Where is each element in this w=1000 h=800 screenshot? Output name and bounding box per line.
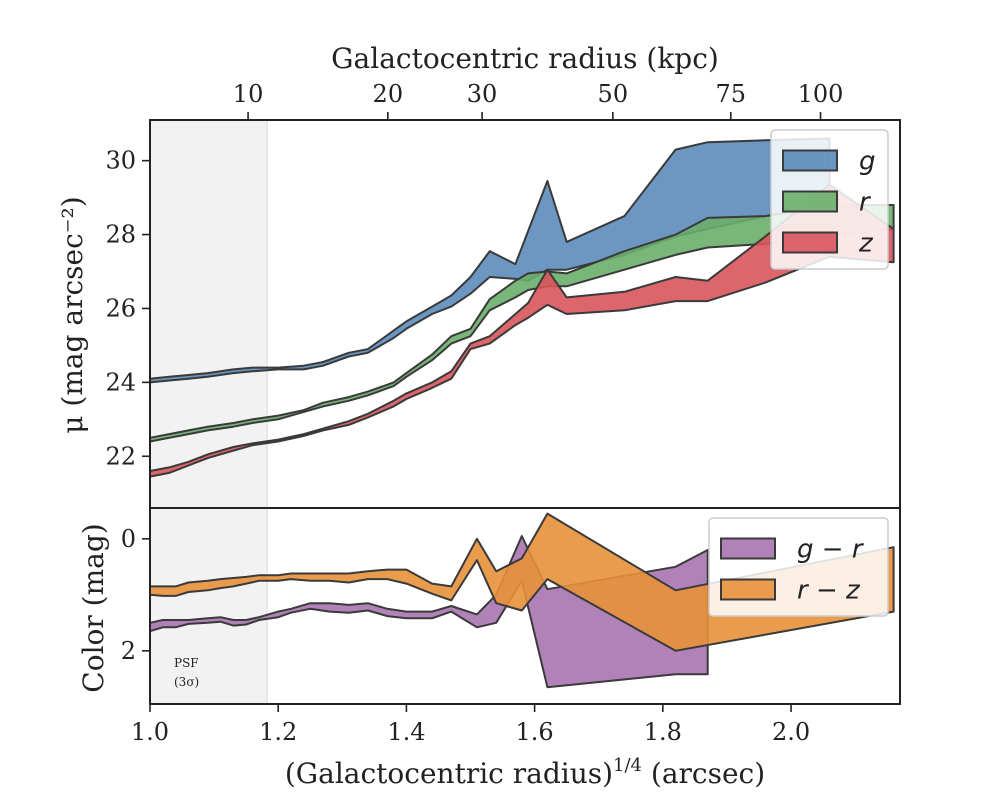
x-tick-label: 1.4 [387,718,425,746]
mu-legend: grz [771,130,888,269]
mu-y-tick-label: 28 [105,221,136,249]
color-legend-label-gr: g − r [797,535,865,565]
x-tick-label: 2.0 [772,718,810,746]
x-axis-title: (Galactocentric radius)1/4 (arcsec) [285,755,765,790]
mu-psf-shaded-region [150,120,267,508]
x-axis-title-exponent: 1/4 [613,755,642,776]
color-y-tick-label: 2 [121,637,136,665]
mu-y-tick-label: 24 [105,368,136,396]
surface-brightness-panel: 22 24 26 28 30 10 20 30 50 75 100 grz [105,80,900,508]
top-x-tick-label: 30 [467,80,498,108]
color-psf-shaded-region [150,508,267,704]
top-x-tick-label: 50 [598,80,629,108]
chart-figure: 22 24 26 28 30 10 20 30 50 75 100 grz 0 2 1.0 1.2 1.4 1.… [0,0,1000,800]
top-x-tick-label: 100 [798,80,844,108]
top-x-tick-label: 20 [373,80,404,108]
color-panel: 0 2 1.0 1.2 1.4 1.6 1.8 2.0 g − r r − z [121,508,900,746]
x-axis-title-base: (Galactocentric radius) [285,757,613,790]
mu-y-tick-label: 26 [105,294,136,322]
x-tick-label: 1.6 [516,718,554,746]
color-legend-swatch-rz [721,580,775,600]
mu-y-tick-label: 22 [105,442,136,470]
mu-legend-swatch-z [783,233,837,253]
mu-y-tick-label: 30 [105,147,136,175]
color-y-tick-label: 0 [121,525,136,553]
mu-legend-label-g: g [859,147,876,177]
psf-annotation-line1: PSF [174,656,199,670]
color-legend-swatch-gr [721,539,775,559]
mu-legend-swatch-r [783,192,837,212]
x-tick-label: 1.0 [131,718,169,746]
x-tick-label: 1.8 [644,718,682,746]
top-x-tick-label: 10 [233,80,264,108]
x-axis-title-unit: (arcsec) [642,757,765,790]
mu-legend-label-z: z [858,229,874,259]
psf-annotation-line2: (3σ) [174,675,199,689]
color-legend-label-rz: r − z [797,576,861,606]
mu-legend-swatch-g [783,151,837,171]
x-tick-label: 1.2 [259,718,297,746]
top-y-axis-title: μ (mag arcsec⁻²) [56,196,89,433]
color-legend: g − r r − z [709,518,888,616]
bottom-y-axis-title: Color (mag) [77,523,110,692]
top-x-tick-label: 75 [715,80,746,108]
top-x-axis-title: Galactocentric radius (kpc) [331,42,719,75]
